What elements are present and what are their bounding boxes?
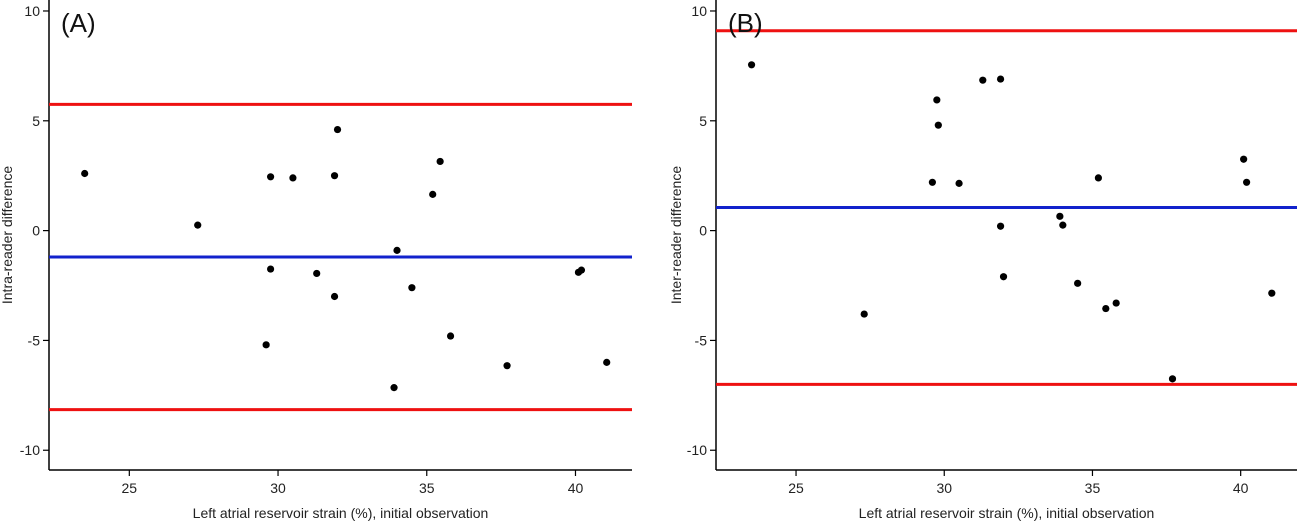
data-point-16 xyxy=(446,332,455,340)
y-tick-label-0: 0 xyxy=(32,223,40,239)
x-tick-label-30: 30 xyxy=(270,480,286,496)
y-tick-label-5: 5 xyxy=(699,113,707,129)
y-tick-label-10: 10 xyxy=(24,3,40,19)
x-tick-label-30: 30 xyxy=(936,480,952,496)
data-point-6 xyxy=(955,179,963,187)
data-point-7 xyxy=(313,269,321,278)
data-point-9 xyxy=(996,222,1005,230)
data-point-17 xyxy=(1168,375,1177,383)
x-axis-title: Left atrial reservoir strain (%), initia… xyxy=(859,505,1155,521)
data-point-8 xyxy=(330,172,339,180)
x-tick-label-35: 35 xyxy=(419,480,435,496)
data-point-14 xyxy=(1094,174,1102,182)
data-point-13 xyxy=(408,284,416,292)
data-point-10 xyxy=(999,273,1008,281)
data-point-15 xyxy=(436,157,444,166)
data-point-20 xyxy=(1268,289,1276,297)
y-axis-title: Inter-reader difference xyxy=(668,166,684,304)
data-point-10 xyxy=(333,125,342,134)
data-point-2 xyxy=(860,310,868,318)
panel-b: -10 -5 0 5 10 25 30 35 40 (B) Left atrial reservoi… xyxy=(668,0,1297,521)
data-point-11 xyxy=(390,384,398,392)
data-point-19 xyxy=(577,266,586,274)
y-tick-label-m10: -10 xyxy=(20,442,40,458)
panel-label: (B) xyxy=(728,8,763,38)
x-axis-title: Left atrial reservoir strain (%), initia… xyxy=(193,505,489,521)
data-point-19 xyxy=(1243,178,1251,186)
x-tick-label-25: 25 xyxy=(788,480,804,496)
data-point-6 xyxy=(289,174,297,182)
y-tick-label-m5: -5 xyxy=(695,332,708,348)
x-tick-label-25: 25 xyxy=(122,480,138,496)
panel-label: (A) xyxy=(61,8,96,38)
data-point-7 xyxy=(979,76,987,84)
data-point-15 xyxy=(1102,304,1110,313)
data-point-18 xyxy=(1240,155,1248,163)
data-point-9 xyxy=(330,292,339,301)
data-point-12 xyxy=(1059,221,1067,229)
y-tick-label-5: 5 xyxy=(32,113,40,129)
data-point-8 xyxy=(996,75,1005,83)
data-point-1 xyxy=(747,61,756,69)
data-point-17 xyxy=(503,362,511,370)
panel-a: -10 -5 0 5 10 25 30 35 40 (A) Left atrial reservoi… xyxy=(0,0,632,521)
data-point-12 xyxy=(393,246,401,254)
data-point-4 xyxy=(266,173,275,181)
data-point-5 xyxy=(934,121,942,129)
x-tick-label-40: 40 xyxy=(568,480,584,496)
data-point-20 xyxy=(603,358,611,366)
y-tick-label-m10: -10 xyxy=(687,442,707,458)
x-tick-label-35: 35 xyxy=(1085,480,1101,496)
data-point-14 xyxy=(429,190,437,198)
data-point-3 xyxy=(262,341,270,349)
data-point-11 xyxy=(1056,212,1064,220)
data-point-16 xyxy=(1112,299,1120,307)
data-point-2 xyxy=(194,221,202,229)
data-point-3 xyxy=(928,178,936,186)
y-tick-label-m5: -5 xyxy=(28,332,41,348)
y-tick-label-0: 0 xyxy=(699,223,707,239)
y-tick-label-10: 10 xyxy=(691,3,707,19)
data-point-1 xyxy=(81,169,89,178)
y-axis-title: Intra-reader difference xyxy=(0,166,15,304)
data-point-4 xyxy=(933,96,941,104)
data-point-5 xyxy=(266,265,275,273)
data-point-13 xyxy=(1074,279,1082,287)
x-tick-label-40: 40 xyxy=(1233,480,1249,496)
